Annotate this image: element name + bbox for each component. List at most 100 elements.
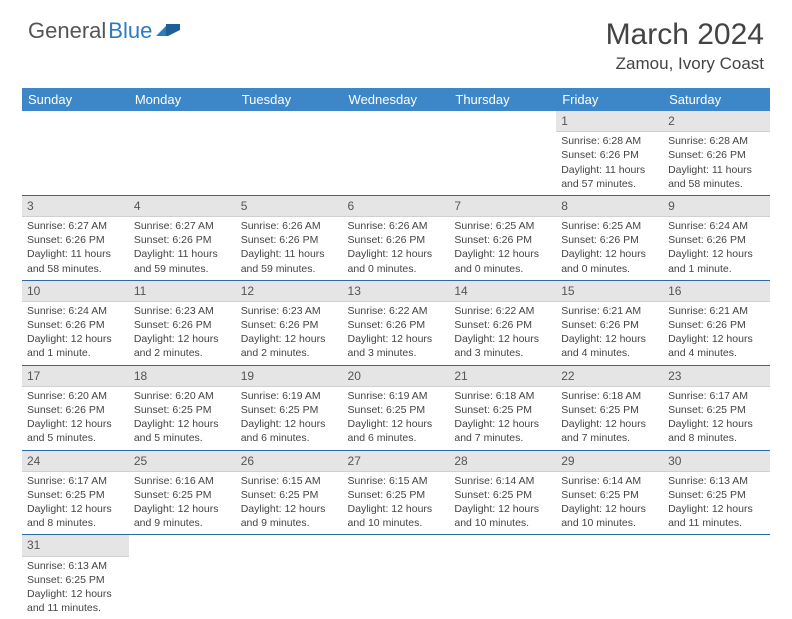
daylight-text: Daylight: 12 hours and 8 minutes. (27, 502, 124, 530)
sunset-text: Sunset: 6:25 PM (348, 488, 445, 502)
calendar-cell: 8Sunrise: 6:25 AMSunset: 6:26 PMDaylight… (556, 195, 663, 280)
sunset-text: Sunset: 6:26 PM (668, 318, 765, 332)
sunset-text: Sunset: 6:26 PM (241, 233, 338, 247)
day-number: 28 (449, 451, 556, 472)
weekday-header-row: Sunday Monday Tuesday Wednesday Thursday… (22, 88, 770, 111)
day-body: Sunrise: 6:13 AMSunset: 6:25 PMDaylight:… (663, 472, 770, 535)
day-body: Sunrise: 6:16 AMSunset: 6:25 PMDaylight:… (129, 472, 236, 535)
calendar-cell (236, 111, 343, 195)
sunrise-text: Sunrise: 6:17 AM (27, 474, 124, 488)
calendar-cell (129, 111, 236, 195)
calendar-cell (556, 535, 663, 619)
daylight-text: Daylight: 12 hours and 5 minutes. (27, 417, 124, 445)
sunset-text: Sunset: 6:26 PM (454, 318, 551, 332)
sunrise-text: Sunrise: 6:16 AM (134, 474, 231, 488)
day-body: Sunrise: 6:28 AMSunset: 6:26 PMDaylight:… (663, 132, 770, 195)
day-number: 12 (236, 281, 343, 302)
logo-text-general: General (28, 18, 106, 44)
sunrise-text: Sunrise: 6:21 AM (668, 304, 765, 318)
calendar-cell: 12Sunrise: 6:23 AMSunset: 6:26 PMDayligh… (236, 280, 343, 365)
sunset-text: Sunset: 6:26 PM (27, 403, 124, 417)
sunset-text: Sunset: 6:26 PM (134, 233, 231, 247)
calendar-row: 3Sunrise: 6:27 AMSunset: 6:26 PMDaylight… (22, 195, 770, 280)
sunrise-text: Sunrise: 6:23 AM (241, 304, 338, 318)
calendar-cell (22, 111, 129, 195)
sunrise-text: Sunrise: 6:19 AM (241, 389, 338, 403)
calendar-cell: 3Sunrise: 6:27 AMSunset: 6:26 PMDaylight… (22, 195, 129, 280)
day-body: Sunrise: 6:13 AMSunset: 6:25 PMDaylight:… (22, 557, 129, 619)
daylight-text: Daylight: 12 hours and 6 minutes. (348, 417, 445, 445)
day-number: 1 (556, 111, 663, 132)
day-number: 3 (22, 196, 129, 217)
calendar-cell: 10Sunrise: 6:24 AMSunset: 6:26 PMDayligh… (22, 280, 129, 365)
day-body: Sunrise: 6:23 AMSunset: 6:26 PMDaylight:… (129, 302, 236, 365)
sunset-text: Sunset: 6:25 PM (27, 488, 124, 502)
calendar-cell: 20Sunrise: 6:19 AMSunset: 6:25 PMDayligh… (343, 365, 450, 450)
sunrise-text: Sunrise: 6:22 AM (454, 304, 551, 318)
logo-text-blue: Blue (108, 18, 152, 44)
calendar-cell: 22Sunrise: 6:18 AMSunset: 6:25 PMDayligh… (556, 365, 663, 450)
sunset-text: Sunset: 6:25 PM (454, 488, 551, 502)
calendar-cell (663, 535, 770, 619)
day-number: 24 (22, 451, 129, 472)
day-number: 21 (449, 366, 556, 387)
day-number: 5 (236, 196, 343, 217)
calendar-cell (129, 535, 236, 619)
calendar-cell: 25Sunrise: 6:16 AMSunset: 6:25 PMDayligh… (129, 450, 236, 535)
calendar-cell: 9Sunrise: 6:24 AMSunset: 6:26 PMDaylight… (663, 195, 770, 280)
calendar-cell: 27Sunrise: 6:15 AMSunset: 6:25 PMDayligh… (343, 450, 450, 535)
day-body: Sunrise: 6:23 AMSunset: 6:26 PMDaylight:… (236, 302, 343, 365)
day-number: 14 (449, 281, 556, 302)
daylight-text: Daylight: 12 hours and 9 minutes. (241, 502, 338, 530)
sunrise-text: Sunrise: 6:27 AM (27, 219, 124, 233)
sunrise-text: Sunrise: 6:14 AM (561, 474, 658, 488)
calendar-cell: 23Sunrise: 6:17 AMSunset: 6:25 PMDayligh… (663, 365, 770, 450)
day-body: Sunrise: 6:26 AMSunset: 6:26 PMDaylight:… (236, 217, 343, 280)
sunset-text: Sunset: 6:26 PM (27, 233, 124, 247)
daylight-text: Daylight: 12 hours and 10 minutes. (454, 502, 551, 530)
sunrise-text: Sunrise: 6:24 AM (27, 304, 124, 318)
daylight-text: Daylight: 12 hours and 10 minutes. (348, 502, 445, 530)
calendar-cell: 19Sunrise: 6:19 AMSunset: 6:25 PMDayligh… (236, 365, 343, 450)
calendar-cell: 4Sunrise: 6:27 AMSunset: 6:26 PMDaylight… (129, 195, 236, 280)
day-number: 26 (236, 451, 343, 472)
daylight-text: Daylight: 11 hours and 59 minutes. (134, 247, 231, 275)
daylight-text: Daylight: 12 hours and 11 minutes. (27, 587, 124, 615)
day-body: Sunrise: 6:17 AMSunset: 6:25 PMDaylight:… (663, 387, 770, 450)
calendar-cell (343, 535, 450, 619)
calendar-cell: 6Sunrise: 6:26 AMSunset: 6:26 PMDaylight… (343, 195, 450, 280)
day-body: Sunrise: 6:22 AMSunset: 6:26 PMDaylight:… (449, 302, 556, 365)
daylight-text: Daylight: 12 hours and 4 minutes. (561, 332, 658, 360)
sunrise-text: Sunrise: 6:25 AM (561, 219, 658, 233)
sunset-text: Sunset: 6:26 PM (561, 148, 658, 162)
calendar-cell (449, 111, 556, 195)
day-number: 7 (449, 196, 556, 217)
sunrise-text: Sunrise: 6:25 AM (454, 219, 551, 233)
day-body: Sunrise: 6:27 AMSunset: 6:26 PMDaylight:… (22, 217, 129, 280)
day-body: Sunrise: 6:28 AMSunset: 6:26 PMDaylight:… (556, 132, 663, 195)
day-number: 11 (129, 281, 236, 302)
day-body: Sunrise: 6:20 AMSunset: 6:25 PMDaylight:… (129, 387, 236, 450)
day-body: Sunrise: 6:26 AMSunset: 6:26 PMDaylight:… (343, 217, 450, 280)
day-body: Sunrise: 6:22 AMSunset: 6:26 PMDaylight:… (343, 302, 450, 365)
sunrise-text: Sunrise: 6:21 AM (561, 304, 658, 318)
sunrise-text: Sunrise: 6:28 AM (561, 134, 658, 148)
calendar-row: 1Sunrise: 6:28 AMSunset: 6:26 PMDaylight… (22, 111, 770, 195)
calendar-cell: 26Sunrise: 6:15 AMSunset: 6:25 PMDayligh… (236, 450, 343, 535)
daylight-text: Daylight: 11 hours and 59 minutes. (241, 247, 338, 275)
calendar-cell: 30Sunrise: 6:13 AMSunset: 6:25 PMDayligh… (663, 450, 770, 535)
sunset-text: Sunset: 6:25 PM (348, 403, 445, 417)
calendar-cell: 7Sunrise: 6:25 AMSunset: 6:26 PMDaylight… (449, 195, 556, 280)
calendar-cell: 29Sunrise: 6:14 AMSunset: 6:25 PMDayligh… (556, 450, 663, 535)
daylight-text: Daylight: 12 hours and 0 minutes. (454, 247, 551, 275)
day-number: 17 (22, 366, 129, 387)
day-number: 15 (556, 281, 663, 302)
sunrise-text: Sunrise: 6:13 AM (27, 559, 124, 573)
day-number: 18 (129, 366, 236, 387)
calendar-cell: 16Sunrise: 6:21 AMSunset: 6:26 PMDayligh… (663, 280, 770, 365)
calendar-table: Sunday Monday Tuesday Wednesday Thursday… (22, 88, 770, 619)
day-body: Sunrise: 6:21 AMSunset: 6:26 PMDaylight:… (556, 302, 663, 365)
daylight-text: Daylight: 12 hours and 11 minutes. (668, 502, 765, 530)
daylight-text: Daylight: 12 hours and 7 minutes. (454, 417, 551, 445)
sunset-text: Sunset: 6:25 PM (241, 488, 338, 502)
